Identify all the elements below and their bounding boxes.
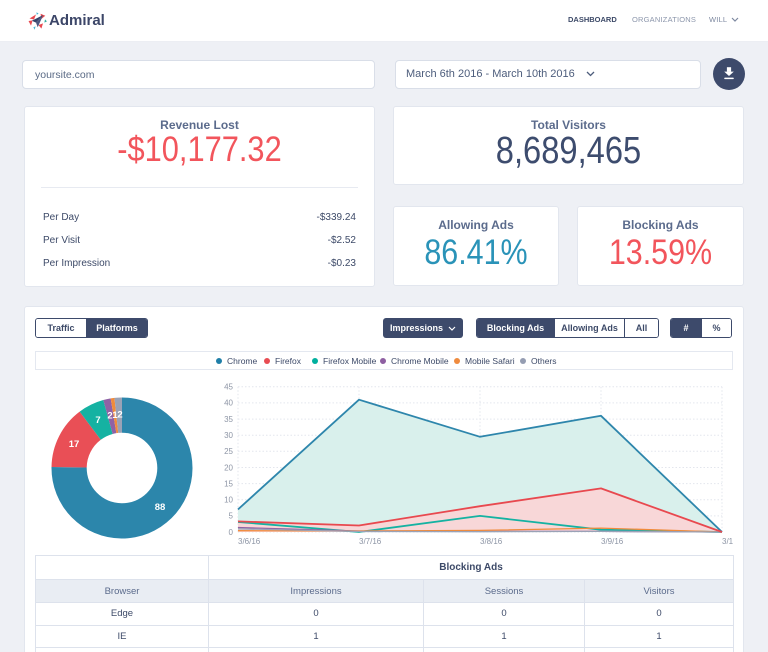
- svg-text:1: 1: [112, 410, 118, 421]
- svg-text:10: 10: [224, 496, 233, 505]
- svg-text:3/6/16: 3/6/16: [238, 537, 261, 546]
- svg-text:3/7/16: 3/7/16: [359, 537, 382, 546]
- svg-text:3/8/16: 3/8/16: [480, 537, 503, 546]
- svg-text:17: 17: [69, 439, 80, 450]
- svg-text:88: 88: [155, 502, 166, 513]
- svg-text:3/1: 3/1: [722, 537, 734, 546]
- svg-text:25: 25: [224, 447, 233, 456]
- svg-text:7: 7: [95, 415, 100, 426]
- svg-text:5: 5: [229, 512, 234, 521]
- svg-text:0: 0: [229, 528, 234, 537]
- svg-text:3/9/16: 3/9/16: [601, 537, 624, 546]
- svg-text:30: 30: [224, 431, 233, 440]
- svg-text:45: 45: [224, 383, 233, 392]
- svg-text:20: 20: [224, 463, 233, 472]
- svg-text:2: 2: [107, 411, 112, 422]
- svg-text:2: 2: [117, 410, 122, 421]
- svg-text:35: 35: [224, 415, 233, 424]
- svg-text:15: 15: [224, 479, 233, 488]
- svg-text:40: 40: [224, 399, 233, 408]
